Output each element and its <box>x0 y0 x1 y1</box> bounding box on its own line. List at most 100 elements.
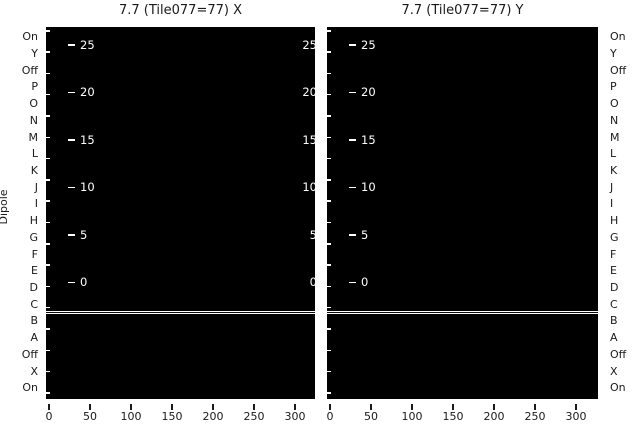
inner-axis-tick <box>68 91 75 94</box>
inner-axis-tick <box>349 234 356 236</box>
inner-axis-tick <box>349 44 356 46</box>
inner-edge-tick <box>46 221 50 224</box>
row-label-right: C <box>610 297 618 311</box>
row-label-left: On <box>22 381 38 395</box>
row-label-left: C <box>30 297 38 311</box>
row-separator-line <box>46 310 315 314</box>
row-label-right: Y <box>610 46 617 60</box>
row-label-left: On <box>22 30 38 44</box>
x-axis-tick <box>329 404 331 410</box>
x-axis-tick-label: 50 <box>364 410 378 423</box>
row-label-right: F <box>610 247 617 261</box>
row-label-right: X <box>610 364 618 378</box>
x-axis-tick-label: 0 <box>45 410 53 423</box>
inner-edge-tick <box>327 392 331 394</box>
row-label-right: H <box>610 214 619 228</box>
x-axis-tick <box>411 404 413 410</box>
row-label-left: P <box>31 80 38 94</box>
heatmap-panel-x: 25 20 15 10 5 0 25 20 15 10 5 0 <box>46 27 315 399</box>
row-label-right: I <box>610 197 614 211</box>
row-label-left: A <box>30 331 38 345</box>
inner-edge-tick <box>46 370 50 373</box>
inner-edge-tick <box>327 200 331 202</box>
row-label-left: K <box>30 163 38 177</box>
x-axis-tick <box>294 404 296 410</box>
row-label-right: O <box>610 97 619 111</box>
inner-edge-tick <box>46 349 50 352</box>
x-axis-tick <box>130 404 132 410</box>
x-axis-tick-label: 200 <box>202 410 224 423</box>
inner-edge-tick <box>327 370 331 373</box>
inner-edge-tick <box>327 136 331 139</box>
inner-edge-tick <box>327 349 331 352</box>
row-labels-left: On Y Off P O N M L K J I H G F E D C B A Off X On <box>0 0 42 440</box>
x-axis-tick-label: 150 <box>442 410 464 423</box>
inner-axis-tick-label: 10 <box>361 180 376 195</box>
row-label-left: B <box>30 314 38 328</box>
row-label-left: F <box>31 247 38 261</box>
inner-edge-tick <box>46 243 50 245</box>
inner-edge-tick <box>327 157 331 160</box>
row-label-right: J <box>610 180 614 194</box>
row-label-right: A <box>610 331 618 345</box>
inner-axis-tick <box>68 281 75 284</box>
row-label-right: On <box>610 381 626 395</box>
inner-axis-tick-label: 15 <box>361 132 376 147</box>
inner-edge-tick <box>46 115 50 117</box>
inner-edge-tick <box>46 328 50 330</box>
inner-axis-tick-label: 5 <box>80 227 88 242</box>
inner-axis-tick-label: 0 <box>361 275 369 290</box>
inner-axis-tick-label: 15 <box>80 132 95 147</box>
x-axis-tick-label: 250 <box>243 410 265 423</box>
row-label-right: G <box>610 230 619 244</box>
inner-edge-tick <box>46 72 50 75</box>
inner-edge-tick <box>327 221 331 224</box>
x-axis-tick <box>493 404 495 410</box>
inner-axis-tick <box>68 186 75 189</box>
inner-edge-tick <box>327 115 331 117</box>
inner-axis-tick-label: 20 <box>80 85 95 100</box>
row-label-right: P <box>610 80 617 94</box>
x-axis-tick-label: 200 <box>483 410 505 423</box>
inner-edge-tick <box>46 285 50 288</box>
row-label-left: Off <box>21 347 38 361</box>
row-labels-right: On Y Off P O N M L K J I H G F E D C B A Off X On <box>604 0 640 440</box>
inner-edge-tick <box>46 136 50 139</box>
row-separator-line <box>327 310 598 314</box>
inner-edge-tick <box>46 200 50 202</box>
x-axis-tick-label: 300 <box>284 410 306 423</box>
inner-axis-tick <box>349 91 356 94</box>
inner-edge-tick <box>327 243 331 245</box>
inner-edge-tick <box>327 72 331 75</box>
row-label-right: On <box>610 30 626 44</box>
x-axis-tick <box>575 404 577 410</box>
x-axis-tick-label: 100 <box>401 410 423 423</box>
inner-edge-tick <box>46 157 50 160</box>
inner-edge-tick <box>327 285 331 288</box>
right-edge-tick-label: 0 <box>309 275 315 290</box>
row-label-left: M <box>28 130 39 144</box>
inner-axis-tick-label: 10 <box>80 180 95 195</box>
row-label-right: N <box>610 113 619 127</box>
row-label-right: D <box>610 281 619 294</box>
inner-edge-tick <box>46 392 50 394</box>
right-edge-tick-label: 20 <box>302 85 315 100</box>
inner-edge-tick <box>327 306 331 309</box>
inner-edge-tick <box>327 30 331 32</box>
row-label-right: Off <box>610 63 627 77</box>
inner-axis-tick-label: 25 <box>80 37 95 52</box>
inner-axis-tick <box>68 139 75 141</box>
x-axis-tick-label: 0 <box>326 410 334 423</box>
row-label-left: I <box>34 197 38 211</box>
row-label-left: G <box>29 230 38 244</box>
right-edge-tick-label: 15 <box>302 132 315 147</box>
inner-axis-tick <box>349 281 356 284</box>
heatmap-panel-y: 25 20 15 10 5 0 <box>327 27 598 399</box>
x-axis-tick <box>370 404 372 410</box>
right-edge-tick-label: 25 <box>302 37 315 52</box>
right-edge-tick-label: 10 <box>302 180 315 195</box>
inner-edge-tick <box>46 264 50 266</box>
inner-edge-tick <box>327 179 331 181</box>
inner-edge-tick <box>46 30 50 32</box>
